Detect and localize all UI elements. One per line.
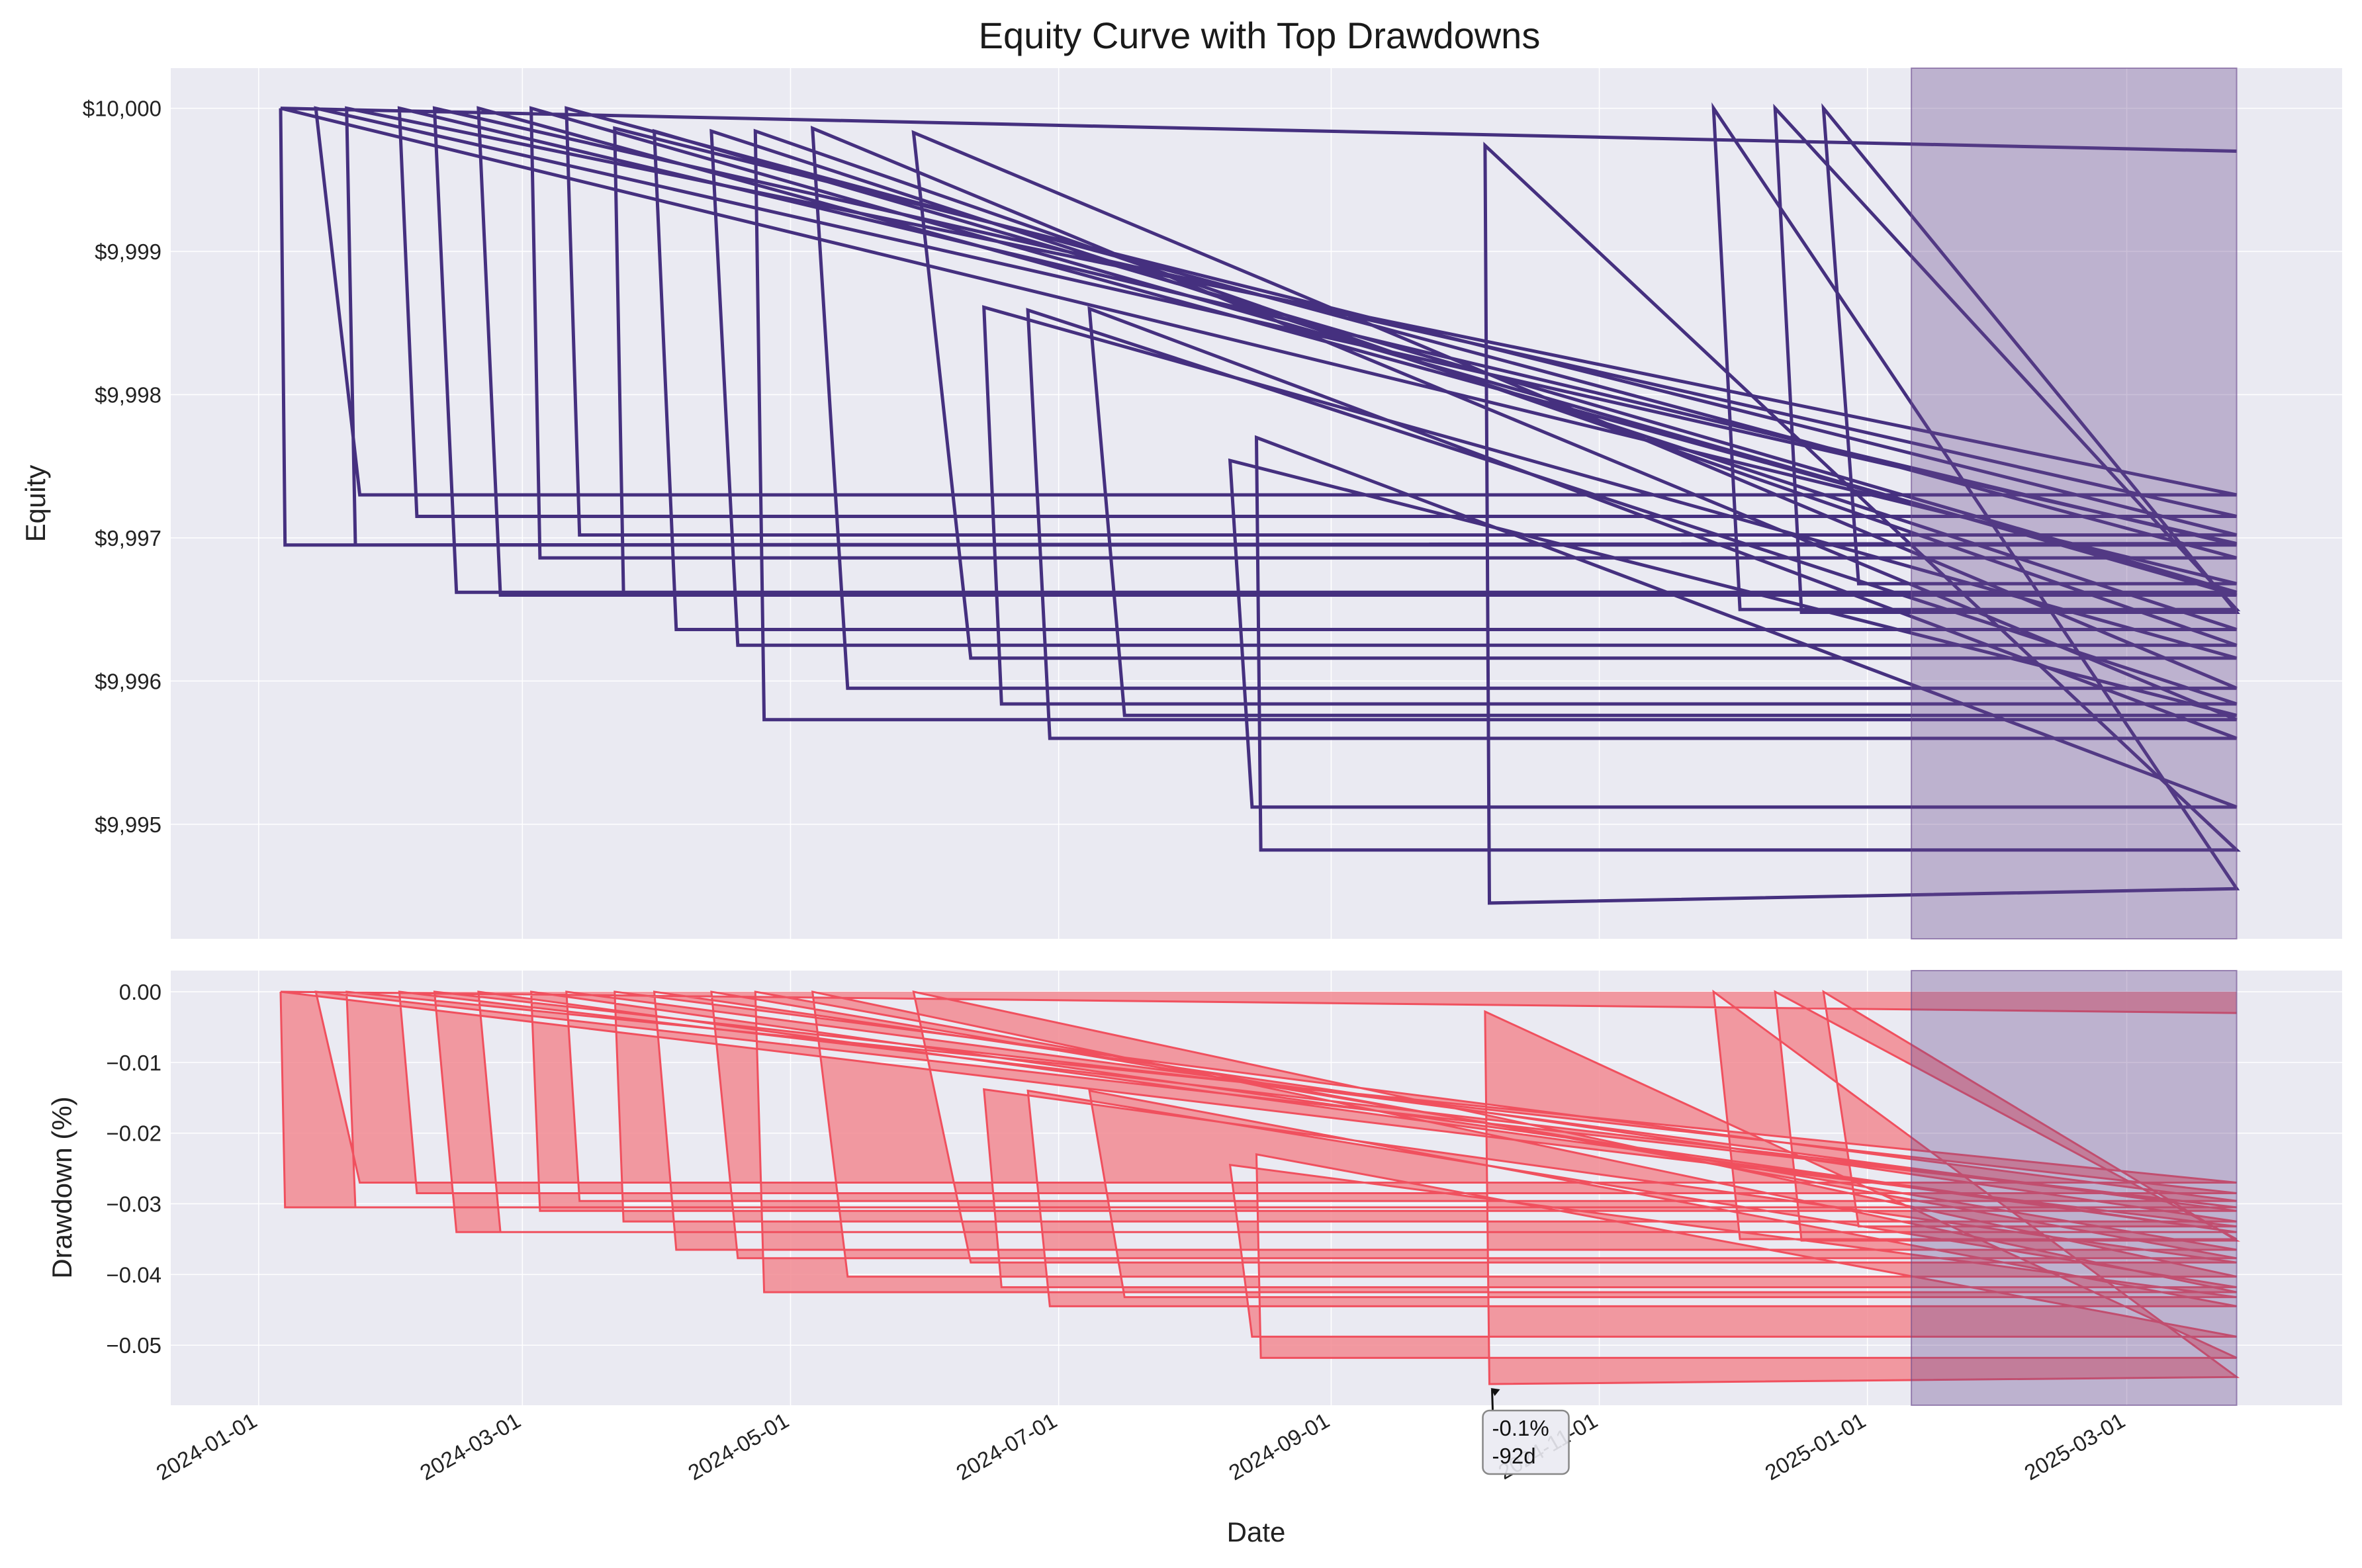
y-tick-label: −0.02 <box>107 1121 162 1146</box>
y-tick-label: $9,999 <box>95 240 161 264</box>
y-tick-label: $10,000 <box>83 97 161 121</box>
highlight-region <box>1911 970 2238 1406</box>
annotation-arrowhead <box>1490 1387 1500 1396</box>
equity-drawdown-highlight <box>1911 67 2238 939</box>
annotation-text: -0.1% <box>1492 1416 1549 1440</box>
y-tick-label: $9,996 <box>95 669 161 693</box>
y-tick-label: −0.04 <box>107 1262 162 1287</box>
y-tick-label: −0.03 <box>107 1192 162 1217</box>
equity-y-axis-label: Equity <box>20 465 51 543</box>
y-tick-label: 0.00 <box>119 980 161 1004</box>
equity-y-ticks: $9,995 $9,996 $9,997 $9,998 $9,999 $10,000 <box>83 97 161 837</box>
y-tick-label: $9,997 <box>95 526 161 550</box>
y-tick-label: $9,995 <box>95 812 161 837</box>
drawdown-y-ticks: 0.00 −0.01 −0.02 −0.03 −0.04 −0.05 <box>107 980 162 1358</box>
annotation-arrow <box>1491 1389 1494 1411</box>
drawdown-highlight <box>1911 970 2238 1406</box>
y-tick-label: −0.05 <box>107 1333 162 1358</box>
x-axis-label: Date <box>1227 1516 1286 1547</box>
y-tick-label: −0.01 <box>107 1051 162 1075</box>
chart-title: Equity Curve with Top Drawdowns <box>979 15 1541 56</box>
y-tick-label: $9,998 <box>95 383 161 408</box>
drawdown-y-axis-label: Drawdown (%) <box>46 1096 77 1278</box>
equity-panel: $9,995 $9,996 $9,997 $9,998 $9,999 $10,000 Eq… <box>20 67 2342 939</box>
annotation-box <box>1482 1409 1570 1475</box>
drawdown-panel: 0.00−0.01−0.02−0.03−0.04−0.05 2024-01-01… <box>46 970 2342 1547</box>
annotation-text: -92d <box>1492 1444 1536 1468</box>
max-drawdown-annotation: -0.1% -92d <box>1482 1387 1570 1475</box>
highlight-region <box>1911 67 2238 939</box>
drawdown-fill <box>281 992 2237 1384</box>
